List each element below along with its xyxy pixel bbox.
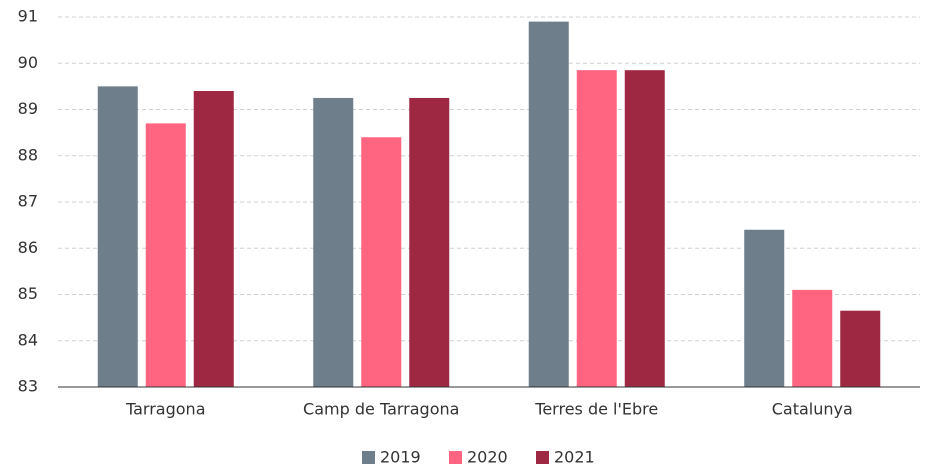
y-tick-label: 90 <box>18 53 38 72</box>
x-tick-label: Terres de l'Ebre <box>534 400 658 419</box>
bar <box>624 70 665 387</box>
y-tick-label: 91 <box>18 7 38 26</box>
y-tick-label: 89 <box>18 99 38 118</box>
y-tick-label: 86 <box>18 238 38 257</box>
bar <box>528 21 569 387</box>
x-tick-label: Tarragona <box>125 400 206 419</box>
bar <box>97 86 138 387</box>
y-tick-label: 88 <box>18 145 38 164</box>
bar <box>313 97 354 387</box>
legend-swatch <box>449 451 462 464</box>
legend-label: 2019 <box>380 448 421 467</box>
bar <box>576 70 617 387</box>
y-tick-label: 87 <box>18 192 38 211</box>
bar <box>193 91 234 387</box>
bar <box>744 229 785 387</box>
bar <box>792 289 833 387</box>
legend-swatch <box>362 451 375 464</box>
bar <box>409 97 450 387</box>
y-tick-label: 83 <box>18 377 38 396</box>
legend-label: 2021 <box>554 448 595 467</box>
x-tick-label: Camp de Tarragona <box>303 400 459 419</box>
bar <box>361 137 402 387</box>
y-tick-label: 84 <box>18 330 38 349</box>
bar <box>145 123 186 387</box>
bar <box>840 310 881 387</box>
y-tick-label: 85 <box>18 284 38 303</box>
legend-swatch <box>536 451 549 464</box>
legend-label: 2020 <box>467 448 508 467</box>
x-tick-label: Catalunya <box>772 400 853 419</box>
